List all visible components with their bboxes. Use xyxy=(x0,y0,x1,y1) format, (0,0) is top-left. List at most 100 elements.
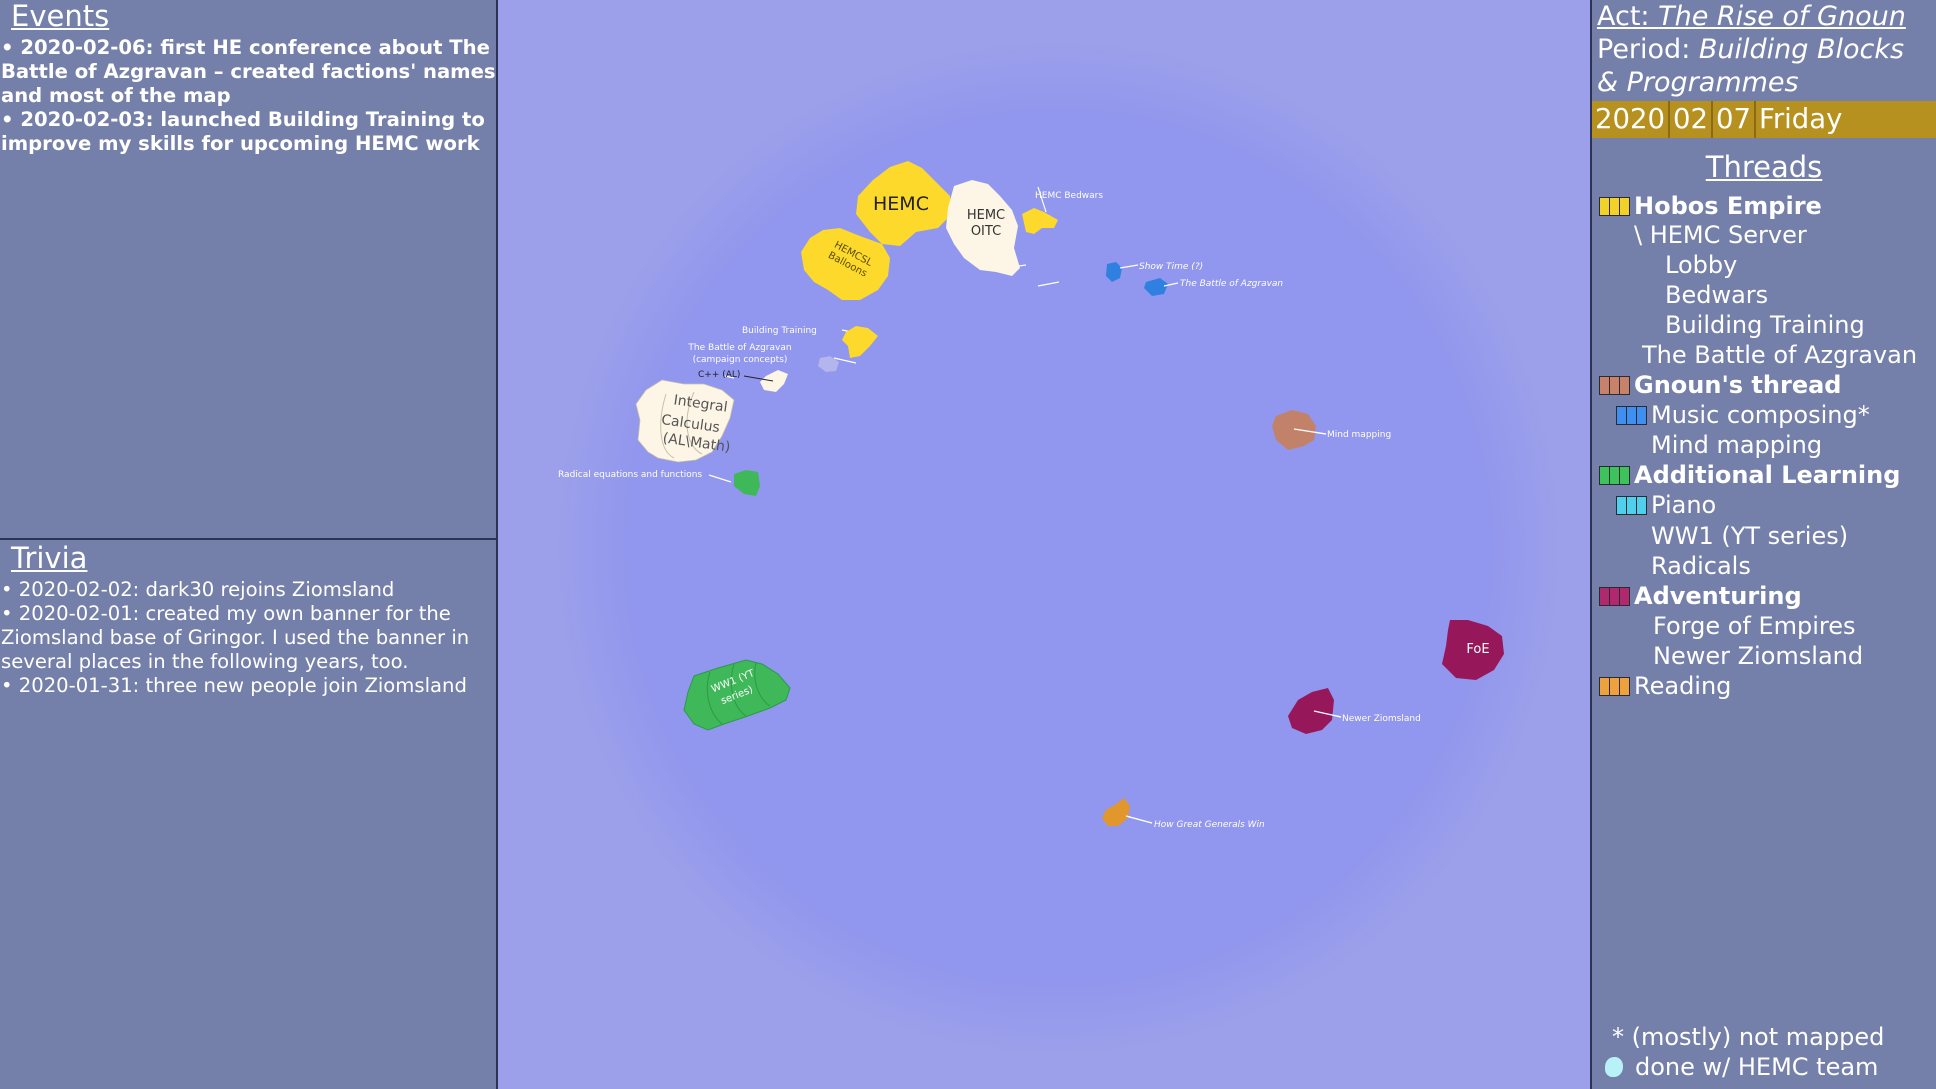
thread-newer-ziomsland[interactable]: Newer Ziomsland xyxy=(1653,641,1863,671)
thread-battle-azgravan[interactable]: The Battle of Azgravan xyxy=(1642,340,1917,370)
legend-hemc-team-label: done w/ HEMC team xyxy=(1635,1053,1879,1081)
thread-hemc-server[interactable]: \ HEMC Server xyxy=(1634,220,1807,250)
label-mind-mapping: Mind mapping xyxy=(1327,430,1391,440)
date-bar: 2020 02 07 Friday xyxy=(1592,101,1936,138)
thread-hobos-empire[interactable]: Hobos Empire xyxy=(1599,191,1822,221)
events-list: • 2020-02-06: first HE conference about … xyxy=(1,36,497,156)
event-item: • 2020-02-06: first HE conference about … xyxy=(1,36,496,107)
label-hemc: HEMC xyxy=(873,193,929,215)
thread-label: Music composing* xyxy=(1651,401,1870,429)
date-day: 07 xyxy=(1713,101,1756,138)
thread-piano[interactable]: Piano xyxy=(1616,490,1716,520)
thread-label: Reading xyxy=(1634,672,1732,700)
thread-lobby[interactable]: Lobby xyxy=(1665,250,1737,280)
thread-bedwars[interactable]: Bedwars xyxy=(1665,280,1768,310)
label-battle-campaign-2: (campaign concepts) xyxy=(693,355,788,365)
events-panel: Events • 2020-02-06: first HE conference… xyxy=(0,0,498,540)
threads-panel: Act: The Rise of Gnoun Period: Building … xyxy=(1590,0,1936,1089)
cyan-dot-icon xyxy=(1605,1057,1623,1077)
label-hemc-oitc: HEMC xyxy=(967,208,1005,223)
thread-reading[interactable]: Reading xyxy=(1599,671,1731,701)
island-hemcsl-balloons[interactable] xyxy=(801,228,890,300)
trivia-panel: Trivia • 2020-02-02: dark30 rejoins Ziom… xyxy=(0,540,498,1089)
island-great-generals[interactable] xyxy=(1102,798,1130,826)
period-heading: Period: Building Blocks xyxy=(1597,33,1904,66)
legend-not-mapped: * (mostly) not mapped xyxy=(1612,1023,1885,1051)
legend-hemc-team: done w/ HEMC team xyxy=(1605,1053,1878,1081)
act-heading: Act: The Rise of Gnoun xyxy=(1597,0,1906,33)
period-heading-continued: & Programmes xyxy=(1597,66,1799,99)
island-battle-azgravan[interactable] xyxy=(1144,278,1168,296)
thread-label: Newer Ziomsland xyxy=(1653,642,1864,670)
thread-gnouns-thread[interactable]: Gnoun's thread xyxy=(1599,370,1841,400)
island-newer-ziomsland[interactable] xyxy=(1288,688,1334,734)
thread-label: The Battle of Azgravan xyxy=(1642,341,1918,369)
label-radical: Radical equations and functions xyxy=(558,470,702,480)
period-name: Building Blocks xyxy=(1698,34,1905,65)
thread-label: Building Training xyxy=(1665,311,1865,339)
trivia-item: • 2020-02-01: created my own banner for … xyxy=(1,602,470,673)
island-foe[interactable] xyxy=(1442,620,1504,680)
island-integral-calculus[interactable] xyxy=(635,379,735,463)
thread-ww1[interactable]: WW1 (YT series) xyxy=(1651,521,1848,551)
threads-title: Threads xyxy=(1705,150,1823,184)
thread-radicals[interactable]: Radicals xyxy=(1651,551,1751,581)
label-cpp: C++ (AL) xyxy=(698,370,740,380)
label-building-training: Building Training xyxy=(742,326,817,336)
trivia-list: • 2020-02-02: dark30 rejoins Ziomsland •… xyxy=(1,578,497,698)
thread-label: Piano xyxy=(1651,491,1717,519)
color-swatch xyxy=(1599,465,1630,485)
island-cpp[interactable] xyxy=(760,370,788,392)
thread-label: Radicals xyxy=(1651,552,1751,580)
thread-label: Bedwars xyxy=(1665,281,1769,309)
act-name: The Rise of Gnoun xyxy=(1658,1,1906,32)
island-hemc-bedwars[interactable] xyxy=(1022,208,1058,234)
label-hemc-bedwars: HEMC Bedwars xyxy=(1035,191,1103,201)
trivia-item: • 2020-02-02: dark30 rejoins Ziomsland xyxy=(1,578,395,601)
thread-label: Gnoun's thread xyxy=(1634,371,1842,399)
event-item: • 2020-02-03: launched Building Training… xyxy=(1,108,485,155)
thread-building-training[interactable]: Building Training xyxy=(1665,310,1865,340)
thread-label: Adventuring xyxy=(1634,582,1802,610)
trivia-item: • 2020-01-31: three new people join Ziom… xyxy=(1,674,467,697)
label-battle-campaign-1: The Battle of Azgravan xyxy=(687,343,791,353)
label-newer-ziomsland: Newer Ziomsland xyxy=(1342,714,1421,724)
color-swatch xyxy=(1599,196,1630,216)
label-battle-azgravan: The Battle of Azgravan xyxy=(1180,279,1283,289)
island-radical-equations[interactable] xyxy=(734,470,760,496)
thread-label: Lobby xyxy=(1665,251,1738,279)
color-swatch xyxy=(1599,375,1630,395)
trivia-title: Trivia xyxy=(11,541,88,575)
color-swatch xyxy=(1616,495,1647,515)
color-swatch xyxy=(1616,405,1647,425)
act-label: Act: xyxy=(1597,1,1659,32)
thread-label: Additional Learning xyxy=(1634,461,1901,489)
color-swatch xyxy=(1599,586,1630,606)
island-hemc-oitc[interactable] xyxy=(946,180,1020,276)
label-great-generals: How Great Generals Win xyxy=(1154,820,1265,830)
period-name-continued: & Programmes xyxy=(1597,67,1799,98)
thread-forge-of-empires[interactable]: Forge of Empires xyxy=(1653,611,1856,641)
island-ww1[interactable] xyxy=(683,659,791,731)
thread-label: WW1 (YT series) xyxy=(1651,522,1849,550)
label-integral: Integral xyxy=(673,392,729,415)
thread-adventuring[interactable]: Adventuring xyxy=(1599,581,1802,611)
date-year: 2020 xyxy=(1592,101,1670,138)
date-weekday: Friday xyxy=(1759,103,1843,135)
island-hemc[interactable] xyxy=(856,161,952,246)
island-battle-campaign[interactable] xyxy=(818,356,839,372)
period-label: Period: xyxy=(1597,34,1699,65)
thread-mind-mapping[interactable]: Mind mapping xyxy=(1651,430,1822,460)
map-svg: HEMC HEMCSL Balloons HEMC OITC HEMC Bedw… xyxy=(558,161,1504,830)
color-swatch xyxy=(1599,676,1630,696)
thread-label: \ HEMC Server xyxy=(1634,221,1807,249)
map-canvas[interactable]: HEMC HEMCSL Balloons HEMC OITC HEMC Bedw… xyxy=(498,0,1590,1089)
thread-label: Hobos Empire xyxy=(1634,192,1822,220)
thread-music-composing[interactable]: Music composing* xyxy=(1616,400,1870,430)
island-building-training[interactable] xyxy=(842,326,878,358)
island-mind-mapping[interactable] xyxy=(1272,410,1316,450)
thread-additional-learning[interactable]: Additional Learning xyxy=(1599,460,1900,490)
date-month: 02 xyxy=(1670,101,1713,138)
thread-label: Forge of Empires xyxy=(1653,612,1856,640)
island-show-time[interactable] xyxy=(1106,262,1122,282)
